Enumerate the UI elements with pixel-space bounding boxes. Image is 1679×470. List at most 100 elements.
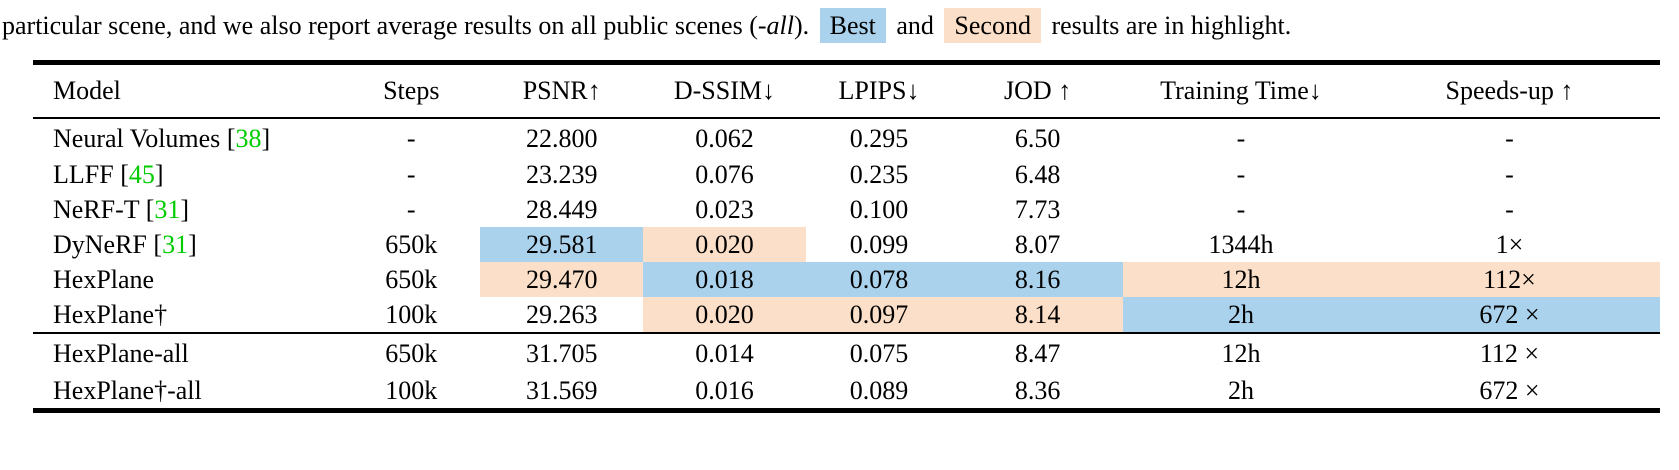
per-scene-rows: Neural Volumes [38] - 22.800 0.062 0.295… — [33, 118, 1660, 333]
caption-all-italic: -all — [757, 11, 794, 40]
dssim-cell: 0.020 — [643, 227, 806, 262]
citation-link[interactable]: [31] — [153, 230, 197, 259]
lpips-cell: 0.097 — [805, 297, 953, 333]
col-header-dssim: D-SSIM↓ — [643, 62, 806, 119]
lpips-cell: 0.100 — [849, 195, 909, 224]
dssim-cell: 0.018 — [643, 262, 806, 297]
citation-link[interactable]: [31] — [145, 195, 190, 224]
model-name-cell: HexPlane† — [33, 297, 342, 333]
steps-cell: - — [406, 123, 416, 153]
dssim-cell: 0.062 — [695, 123, 754, 153]
model-name: HexPlane — [53, 265, 155, 294]
col-header-jod: JOD ↑ — [952, 62, 1124, 119]
best-highlight-legend: Best — [819, 8, 886, 43]
table-row-hexplane-dagger-all: HexPlane†-all 100k 31.569 0.016 0.089 8.… — [33, 373, 1660, 411]
speedup-cell: 112× — [1358, 262, 1660, 297]
col-header-steps: Steps — [342, 62, 481, 119]
caption-text-suffix: results are in highlight. — [1044, 11, 1292, 40]
model-name: Neural Volumes — [53, 123, 227, 153]
training-time-cell: 12h — [1123, 332, 1359, 373]
speedup-cell: - — [1505, 195, 1514, 224]
steps-cell: 650k — [385, 265, 438, 294]
jod-cell: 8.14 — [952, 297, 1124, 333]
caption-text-mid: ). — [793, 11, 816, 40]
jod-cell: 6.48 — [1014, 160, 1061, 189]
model-name: DyNeRF — [53, 230, 154, 259]
psnr-cell: 31.705 — [480, 332, 644, 373]
model-name-cell: Neural Volumes [38] — [33, 118, 342, 157]
steps-cell: 650k — [385, 230, 438, 259]
table-row-llff: LLFF [45] - 23.239 0.076 0.235 6.48 - - — [33, 157, 1660, 192]
lpips-cell: 0.099 — [849, 230, 909, 259]
model-name-cell: DyNeRF [31] — [33, 227, 342, 262]
table-row-hexplane-all: HexPlane-all 650k 31.705 0.014 0.075 8.4… — [33, 332, 1660, 373]
jod-cell: 8.47 — [952, 332, 1124, 373]
citation-link[interactable]: [45] — [120, 160, 164, 189]
model-name-cell: HexPlane — [33, 262, 342, 297]
model-name-cell: HexPlane†-all — [33, 373, 342, 411]
psnr-cell: 31.569 — [526, 376, 598, 405]
psnr-cell: 29.470 — [480, 262, 644, 297]
model-name: HexPlane† — [53, 300, 168, 329]
col-header-model: Model — [33, 62, 343, 119]
model-name: HexPlane†-all — [53, 376, 202, 405]
col-header-lpips: LPIPS↓ — [805, 62, 953, 119]
speedup-cell: 112 × — [1358, 332, 1660, 373]
model-name-cell: NeRF-T [31] — [33, 192, 342, 227]
second-highlight-legend: Second — [944, 8, 1041, 43]
jod-cell: 8.36 — [1014, 376, 1061, 405]
steps-cell: - — [406, 195, 416, 224]
all-scenes-rows: HexPlane-all 650k 31.705 0.014 0.075 8.4… — [33, 332, 1660, 411]
psnr-cell: 23.239 — [526, 160, 598, 189]
model-name-cell: HexPlane-all — [33, 332, 343, 373]
training-time-cell: 12h — [1123, 262, 1359, 297]
lpips-cell: 0.235 — [849, 160, 909, 189]
dssim-cell: 0.014 — [643, 332, 806, 373]
steps-cell: 100k — [385, 376, 438, 405]
jod-cell: 8.16 — [952, 262, 1124, 297]
dssim-cell: 0.016 — [695, 376, 754, 405]
caption-text-and: and — [889, 11, 941, 40]
steps-cell: - — [406, 160, 416, 189]
lpips-cell: 0.089 — [849, 376, 909, 405]
speedup-cell: 672 × — [1358, 297, 1660, 333]
table-row-hexplane-dagger: HexPlane† 100k 29.263 0.020 0.097 8.14 2… — [33, 297, 1660, 333]
speedup-cell: 1× — [1495, 230, 1524, 259]
dssim-cell: 0.020 — [643, 297, 806, 333]
col-header-psnr: PSNR↑ — [480, 62, 644, 119]
table-header: Model Steps PSNR↑ D-SSIM↓ LPIPS↓ JOD ↑ T… — [33, 62, 1660, 119]
jod-cell: 7.73 — [1014, 195, 1061, 224]
training-time-cell: - — [1236, 195, 1246, 224]
psnr-cell: 22.800 — [526, 123, 598, 153]
speedup-cell: - — [1505, 123, 1514, 153]
dssim-cell: 0.076 — [695, 160, 754, 189]
dssim-cell: 0.023 — [695, 195, 754, 224]
model-name: NeRF-T — [53, 195, 146, 224]
psnr-cell: 29.581 — [480, 227, 644, 262]
results-table: Model Steps PSNR↑ D-SSIM↓ LPIPS↓ JOD ↑ T… — [33, 60, 1660, 413]
caption-text-prefix: particular scene, and we also report ave… — [2, 11, 758, 40]
steps-cell: 100k — [385, 300, 438, 329]
model-name: LLFF — [53, 160, 121, 189]
table-row-dynerf: DyNeRF [31] 650k 29.581 0.020 0.099 8.07… — [33, 227, 1660, 262]
model-name-cell: LLFF [45] — [33, 157, 342, 192]
table-row-hexplane: HexPlane 650k 29.470 0.018 0.078 8.16 12… — [33, 262, 1660, 297]
training-time-cell: 1344h — [1208, 230, 1274, 259]
jod-cell: 8.07 — [1014, 230, 1061, 259]
header-row: Model Steps PSNR↑ D-SSIM↓ LPIPS↓ JOD ↑ T… — [33, 62, 1660, 119]
citation-link[interactable]: [38] — [226, 123, 271, 153]
table-caption: particular scene, and we also report ave… — [2, 6, 1679, 46]
col-header-speedup: Speeds-up ↑ — [1358, 62, 1660, 119]
table-row-neural-volumes: Neural Volumes [38] - 22.800 0.062 0.295… — [33, 118, 1660, 157]
jod-cell: 6.50 — [1014, 123, 1061, 153]
steps-cell: 650k — [342, 332, 481, 373]
col-header-training-time: Training Time↓ — [1123, 62, 1359, 119]
model-name: HexPlane-all — [53, 339, 189, 368]
training-time-cell: - — [1236, 160, 1246, 189]
psnr-cell: 28.449 — [526, 195, 598, 224]
lpips-cell: 0.295 — [849, 123, 909, 153]
lpips-cell: 0.075 — [805, 332, 953, 373]
training-time-cell: 2h — [1227, 376, 1254, 405]
training-time-cell: - — [1236, 123, 1246, 153]
